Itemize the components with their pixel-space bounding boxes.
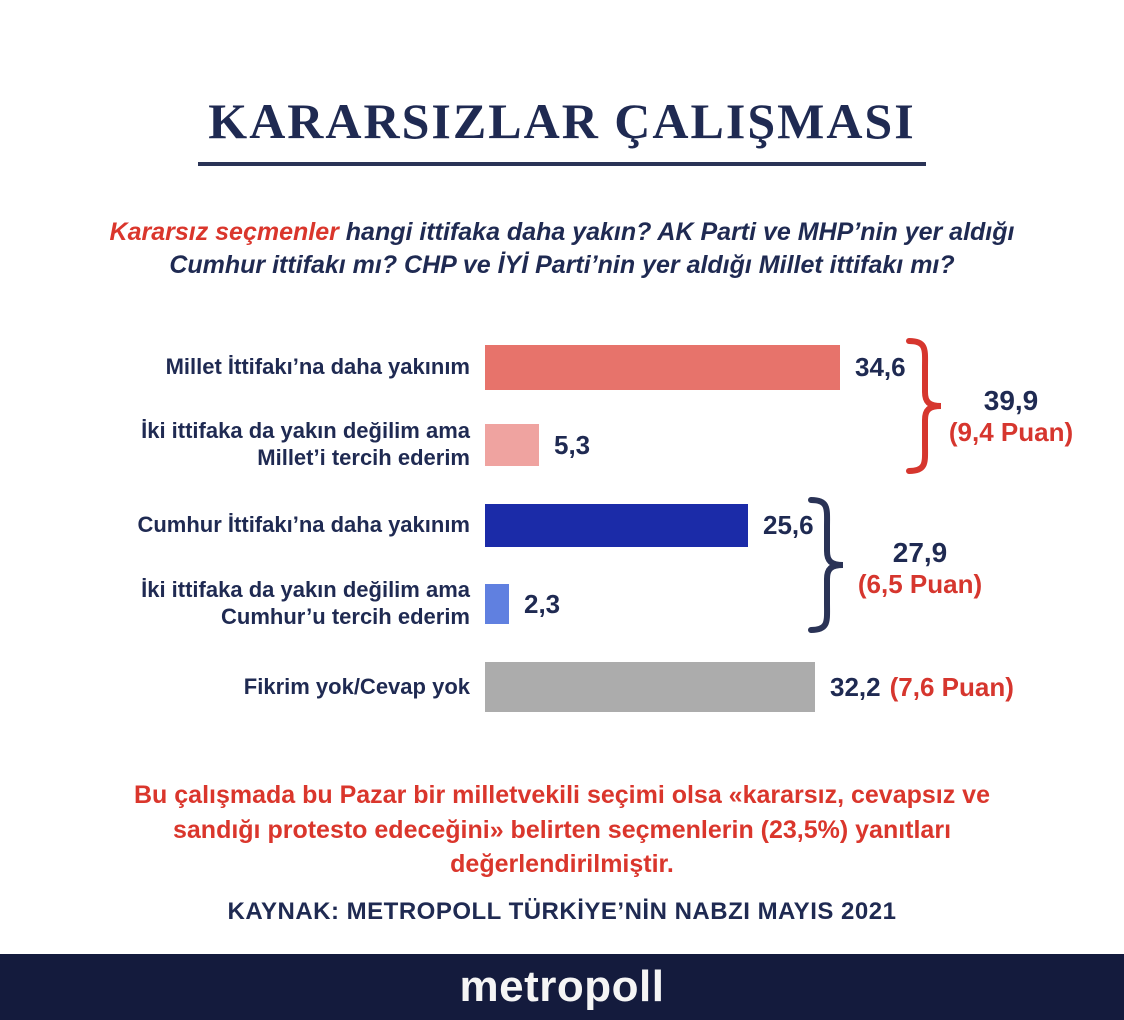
- bar-label-line: İki ittifaka da yakın değilim ama: [141, 418, 470, 444]
- methodology-note: Bu çalışmada bu Pazar bir milletvekili s…: [133, 781, 990, 878]
- question-text: Kararsız seçmenler hangi ittifaka daha y…: [102, 216, 1022, 282]
- bar-label: Cumhur İttifakı’na daha yakınım: [40, 504, 470, 547]
- title-wrap: KARARSIZLAR ÇALIŞMASI: [0, 92, 1124, 166]
- question-rest: hangi ittifaka daha yakın? AK Parti ve M…: [169, 218, 1015, 279]
- bar-value-number: 5,3: [554, 429, 591, 460]
- millet-group-label: 39,9 (9,4 Puan): [933, 385, 1089, 448]
- bar: [485, 345, 840, 390]
- bar-value-number: 2,3: [524, 588, 561, 619]
- cumhur-group-total: 27,9: [892, 537, 948, 568]
- bar-value: 34,6: [855, 345, 906, 390]
- bar-value-puan: (7,6 Puan): [889, 671, 1014, 702]
- bar: [485, 662, 815, 712]
- bar-label-line: Cumhur İttifakı’na daha yakınım: [137, 512, 470, 538]
- bar-label-line: Cumhur’u tercih ederim: [221, 604, 470, 629]
- bar-label-line: Millet’i tercih ederim: [257, 445, 470, 470]
- bar-value-number: 34,6: [855, 352, 906, 382]
- bar-value: 25,6: [763, 504, 814, 547]
- bar-label: İki ittifaka da yakın değilim ama Cumhur’…: [40, 577, 470, 629]
- bar-value: 32,2 (7,6 Puan): [830, 662, 1014, 712]
- bar-value-number: 25,6: [763, 510, 814, 540]
- bar-value: 5,3: [554, 424, 590, 466]
- cumhur-group-label: 27,9 (6,5 Puan): [840, 537, 1000, 600]
- cumhur-group-puan: (6,5 Puan): [857, 568, 983, 599]
- millet-group-total: 39,9: [983, 385, 1039, 416]
- bar-label-line: Fikrim yok/Cevap yok: [243, 673, 470, 699]
- millet-group-brace-icon: [906, 338, 942, 474]
- bar: [485, 584, 509, 624]
- bar-label-line: İki ittifaka da yakın değilim ama: [141, 577, 470, 603]
- question-highlight: Kararsız seçmenler: [109, 218, 339, 246]
- bar-label-line: Millet İttifakı’na daha yakınım: [165, 354, 470, 380]
- bar-value: 2,3: [524, 584, 560, 624]
- page-title: KARARSIZLAR ÇALIŞMASI: [198, 92, 926, 166]
- bar-label: Millet İttifakı’na daha yakınım: [40, 345, 470, 390]
- source-line: KAYNAK: METROPOLL TÜRKİYE’NİN NABZI MAYI…: [227, 898, 897, 925]
- bar: [485, 504, 748, 547]
- footer-bar: metropoll: [0, 954, 1124, 1020]
- bar-value-number: 32,2: [830, 671, 881, 702]
- metropoll-logo: metropoll: [459, 962, 665, 1011]
- millet-group-puan: (9,4 Puan): [948, 416, 1074, 447]
- bar: [485, 424, 539, 466]
- cumhur-group-brace-icon: [808, 497, 844, 633]
- bar-label: İki ittifaka da yakın değilim ama Millet’…: [40, 418, 470, 470]
- bar-label: Fikrim yok/Cevap yok: [40, 662, 470, 712]
